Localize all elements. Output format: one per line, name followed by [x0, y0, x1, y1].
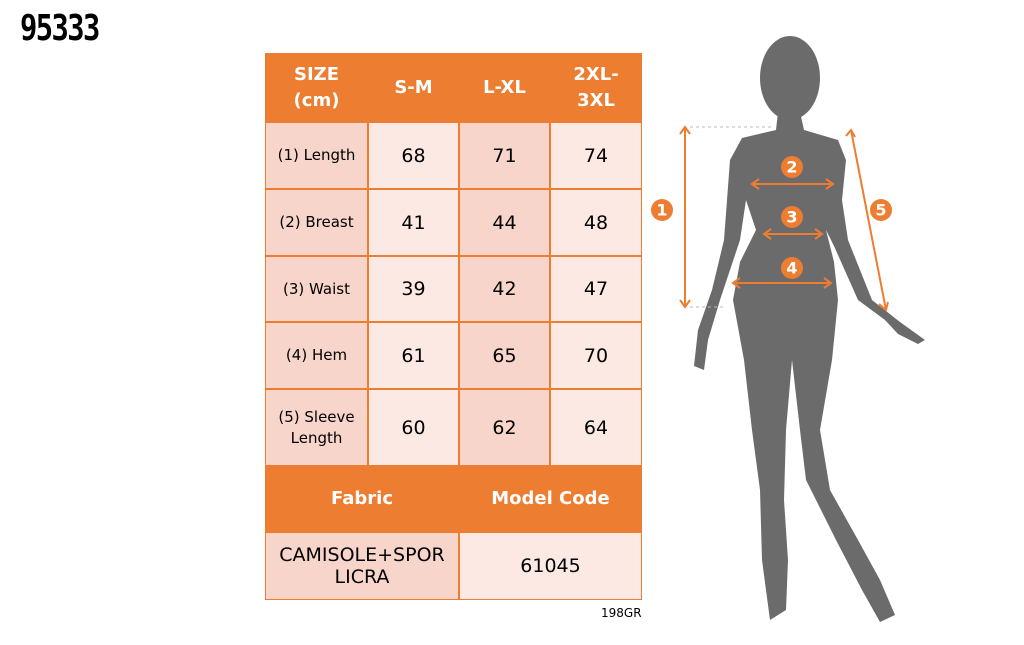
size-value: 48: [550, 189, 642, 256]
row-label: (2) Breast: [265, 189, 368, 256]
footer-cell: 61045: [459, 532, 642, 600]
size-value: 39: [368, 256, 459, 322]
size-value: 47: [550, 256, 642, 322]
row-label: (1) Length: [265, 122, 368, 189]
title: 95333: [20, 8, 100, 49]
silhouette: [694, 36, 925, 622]
size-value: 61: [368, 322, 459, 389]
footer-header-cell: Model Code: [459, 466, 642, 532]
size-value: 60: [368, 389, 459, 466]
header-cell: 2XL-3XL: [550, 53, 642, 122]
size-value: 70: [550, 322, 642, 389]
marker-label: 5: [875, 201, 886, 220]
footer-cell: CAMISOLE+SPOR LICRA: [265, 532, 459, 600]
footer-header-cell: Fabric: [265, 466, 459, 532]
size-value: 42: [459, 256, 550, 322]
row-label: (5) Sleeve Length: [265, 389, 368, 466]
size-value: 74: [550, 122, 642, 189]
size-value: 44: [459, 189, 550, 256]
row-label: (4) Hem: [265, 322, 368, 389]
size-value: 62: [459, 389, 550, 466]
size-value: 41: [368, 189, 459, 256]
header-cell: SIZE (cm): [265, 53, 368, 122]
marker-label: 2: [786, 158, 797, 177]
size-value: 71: [459, 122, 550, 189]
size-value: 68: [368, 122, 459, 189]
header-cell: S-M: [368, 53, 459, 122]
marker-label: 4: [786, 259, 797, 278]
note: 198GR: [601, 606, 642, 620]
marker-circles: [651, 156, 892, 279]
row-label: (3) Waist: [265, 256, 368, 322]
marker-label: 3: [786, 208, 797, 227]
size-value: 64: [550, 389, 642, 466]
marker-label: 1: [656, 201, 667, 220]
measure-arrows: [679, 125, 889, 312]
header-cell: L-XL: [459, 53, 550, 122]
guide-lines: [690, 126, 772, 308]
size-value: 65: [459, 322, 550, 389]
